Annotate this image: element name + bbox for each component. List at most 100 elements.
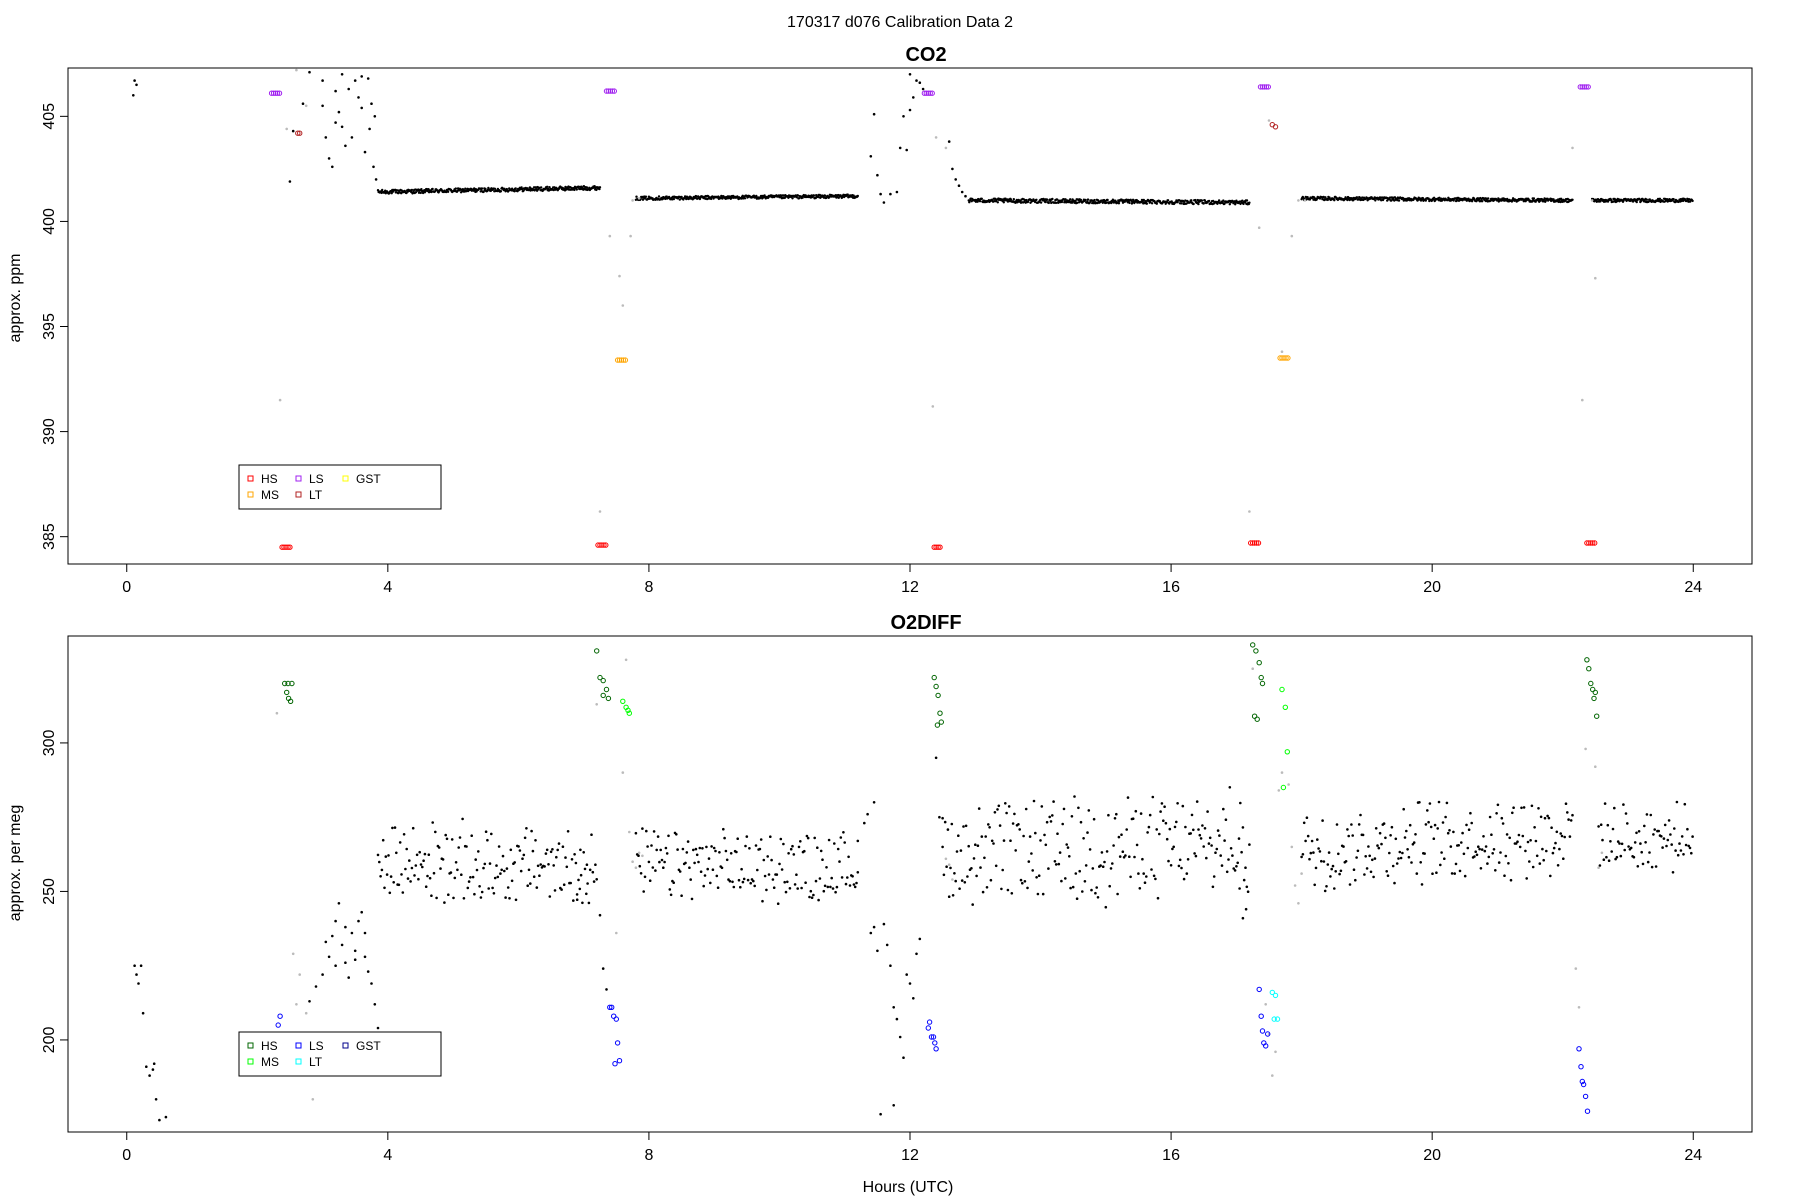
o2diff-ambient-point bbox=[1385, 870, 1388, 873]
o2diff-ambient-point bbox=[1475, 853, 1479, 857]
o2diff-ambient-point bbox=[574, 861, 578, 865]
o2diff-ambient-point bbox=[1036, 892, 1040, 896]
o2diff-ambient-point bbox=[1624, 812, 1628, 815]
co2-ambient-point bbox=[1165, 201, 1169, 204]
o2diff-ambient-point bbox=[967, 844, 970, 848]
co2-ambient-point bbox=[1308, 198, 1312, 201]
o2diff-ambient-point bbox=[675, 833, 678, 836]
o2diff-ambient-point bbox=[1309, 851, 1313, 855]
o2diff-ambient-point bbox=[981, 890, 985, 894]
o2diff-flagged-point bbox=[595, 703, 598, 706]
o2diff-ambient-point bbox=[392, 881, 396, 884]
o2diff-transient-point bbox=[866, 812, 869, 816]
co2-y-tick-label: 400 bbox=[41, 208, 58, 235]
o2diff-ambient-point bbox=[557, 842, 561, 845]
co2-calibration-point bbox=[1251, 540, 1258, 546]
co2-ambient-point bbox=[657, 195, 661, 198]
o2diff-calibration-point bbox=[937, 710, 943, 716]
co2-ambient-point bbox=[1361, 196, 1364, 199]
o2diff-calibration-point bbox=[1582, 1093, 1589, 1100]
co2-flagged-point bbox=[1257, 226, 1261, 229]
o2diff-ambient-point bbox=[1337, 852, 1340, 856]
o2diff-calibration-point bbox=[933, 1046, 939, 1052]
co2-transient-point bbox=[895, 190, 899, 194]
co2-ambient-point bbox=[1002, 201, 1005, 204]
o2diff-ambient-point bbox=[1524, 849, 1527, 853]
o2diff-calibration-point bbox=[1282, 704, 1289, 710]
o2diff-ambient-point bbox=[1361, 833, 1365, 837]
o2diff-ambient-point bbox=[1690, 851, 1693, 855]
o2diff-ambient-point bbox=[1308, 857, 1311, 861]
co2-calibration-point bbox=[1257, 84, 1264, 90]
o2diff-ambient-point bbox=[1497, 861, 1501, 864]
o2diff-ambient-point bbox=[759, 838, 763, 841]
o2diff-ambient-point bbox=[1512, 806, 1515, 809]
o2diff-ambient-point bbox=[984, 835, 987, 838]
o2diff-ambient-point bbox=[988, 826, 991, 829]
o2diff-transient-point bbox=[327, 955, 331, 959]
o2diff-ambient-point bbox=[1142, 872, 1145, 875]
o2diff-ambient-point bbox=[1335, 823, 1339, 826]
o2diff-ambient-point bbox=[813, 836, 816, 840]
o2diff-ambient-point bbox=[583, 867, 587, 871]
o2diff-ambient-point bbox=[746, 878, 750, 882]
o2diff-ambient-point bbox=[1678, 842, 1681, 845]
o2diff-ambient-point bbox=[780, 868, 784, 871]
o2diff-transient-point bbox=[872, 801, 876, 804]
o2diff-ambient-point bbox=[1081, 890, 1084, 893]
o2diff-ambient-point bbox=[509, 848, 513, 852]
co2-transient-point bbox=[334, 121, 337, 124]
o2diff-flagged-point bbox=[1600, 851, 1604, 855]
o2diff-ambient-point bbox=[592, 880, 596, 883]
o2diff-ambient-point bbox=[1043, 833, 1046, 837]
o2diff-ambient-point bbox=[1620, 842, 1624, 846]
co2-ambient-point bbox=[635, 195, 638, 198]
o2diff-ambient-point bbox=[806, 836, 810, 840]
o2diff-y-tick-label: 200 bbox=[41, 1026, 58, 1053]
o2diff-ambient-point bbox=[1329, 875, 1332, 878]
o2diff-transient-point bbox=[347, 976, 351, 979]
o2diff-ambient-point bbox=[1534, 839, 1538, 843]
o2diff-transient-point bbox=[889, 964, 892, 967]
o2diff-ambient-point bbox=[810, 896, 814, 899]
o2diff-ambient-point bbox=[645, 829, 648, 833]
co2-ambient-point bbox=[1217, 199, 1221, 202]
co2-ambient-point bbox=[575, 188, 578, 191]
co2-ambient-point bbox=[1241, 199, 1244, 202]
o2diff-calibration-point bbox=[1580, 1081, 1587, 1088]
co2-ambient-point bbox=[532, 186, 536, 189]
o2diff-ambient-point bbox=[1232, 867, 1235, 870]
o2diff-transient-point bbox=[908, 982, 912, 985]
o2diff-ambient-point bbox=[639, 872, 643, 875]
co2-ambient-point bbox=[446, 190, 450, 193]
o2diff-ambient-point bbox=[1131, 817, 1135, 820]
co2-x-tick-label: 16 bbox=[1162, 579, 1180, 596]
o2diff-x-tick-label: 24 bbox=[1684, 1147, 1702, 1164]
co2-flagged-point bbox=[621, 304, 625, 307]
co2-ambient-point bbox=[499, 190, 503, 193]
o2diff-data-points bbox=[133, 642, 1694, 1122]
co2-ambient-point bbox=[812, 194, 816, 197]
o2diff-ambient-point bbox=[1679, 849, 1683, 852]
o2diff-ambient-point bbox=[1688, 846, 1692, 850]
o2diff-ambient-point bbox=[705, 845, 708, 849]
o2diff-calibration-point bbox=[1258, 674, 1264, 681]
o2diff-ambient-point bbox=[510, 879, 514, 883]
o2diff-transient-point bbox=[370, 982, 373, 985]
co2-ambient-point bbox=[1390, 199, 1393, 202]
o2diff-ambient-point bbox=[1598, 864, 1602, 867]
o2diff-ambient-point bbox=[465, 845, 468, 848]
co2-ambient-point bbox=[856, 194, 859, 198]
o2diff-flagged-point bbox=[615, 931, 618, 935]
o2diff-transient-point bbox=[334, 919, 337, 923]
co2-legend-box bbox=[238, 464, 442, 510]
o2diff-ambient-point bbox=[1674, 849, 1677, 852]
co2-legend-label: LS bbox=[309, 472, 324, 486]
o2diff-ambient-point bbox=[1150, 868, 1153, 871]
o2diff-ambient-point bbox=[728, 879, 732, 883]
co2-ambient-point bbox=[1026, 200, 1030, 203]
o2diff-legend-swatch bbox=[295, 1058, 302, 1065]
co2-transient-point bbox=[905, 148, 908, 152]
o2diff-calibration-point bbox=[1584, 1108, 1591, 1114]
co2-flagged-point bbox=[944, 146, 948, 150]
